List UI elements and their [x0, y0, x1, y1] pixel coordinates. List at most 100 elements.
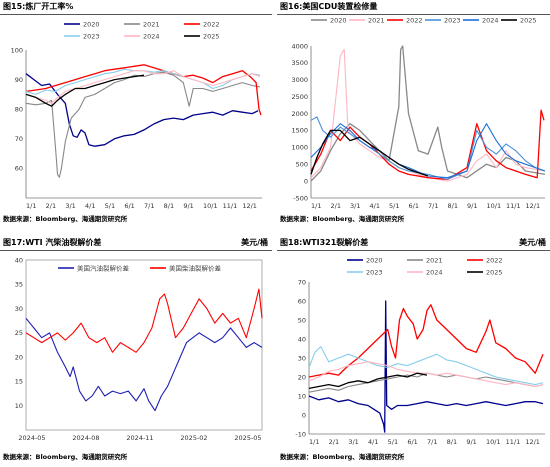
panel-header: 图18:WTI321裂解价差 美元/桶	[277, 236, 550, 251]
y-tick-label: 2000	[291, 110, 308, 118]
series-line-2025	[310, 129, 429, 177]
y-tick-label: 40	[298, 335, 306, 343]
x-tick-label: 6/1	[124, 202, 134, 210]
legend-label: 2023	[444, 16, 461, 24]
x-tick-label: 9/1	[466, 438, 476, 446]
x-tick-label: 12/1	[525, 438, 540, 446]
y-tick-label: 25	[15, 329, 23, 337]
plot-border	[25, 259, 263, 431]
chart-title: 图18:WTI321裂解价差	[280, 238, 369, 247]
series-line-2025	[308, 372, 428, 390]
y-tick-label: 60	[298, 297, 306, 305]
y-tick-label: 20	[298, 373, 306, 381]
y-tick-label: 80	[15, 106, 23, 114]
x-tick-label: 2024-05	[18, 434, 45, 442]
x-tick-label: 2024-11	[126, 434, 153, 442]
series-line-2020	[308, 300, 544, 433]
x-tick-label: 9/1	[467, 202, 477, 210]
legend-label: 美国汽油裂解价差	[77, 263, 130, 272]
legend-label: 2020	[366, 256, 383, 264]
x-tick-label: 11/1	[223, 202, 238, 210]
legend-label: 2020	[83, 20, 100, 28]
series-line-2024	[308, 361, 544, 388]
legend-label: 2021	[426, 256, 443, 264]
x-tick-label: 1/1	[309, 438, 319, 446]
y-tick-label: 2500	[291, 93, 308, 101]
y-tick-label: 70	[15, 135, 23, 143]
legend-label: 美国柴油裂解价差	[169, 263, 222, 272]
x-tick-label: 6/1	[407, 438, 417, 446]
series-line-2023	[308, 346, 544, 386]
series-line-美国汽油裂解价差	[25, 317, 263, 412]
panel-header: 图17:WTI 汽柴油裂解价差 美元/桶	[0, 236, 272, 251]
y-tick-label: 70	[298, 278, 306, 286]
y-tick-label: 100	[11, 46, 23, 54]
x-tick-label: 1/1	[311, 202, 321, 210]
x-tick-label: 3/1	[348, 438, 358, 446]
x-tick-label: 4/1	[85, 202, 95, 210]
chart-panel-wti-crack-spreads: 图17:WTI 汽柴油裂解价差 美元/桶 10 15 20 25 30 35 40 2024-…	[0, 236, 272, 467]
chart-svg: -10 0 10 20 30 40 50 60 70 1/1 2/1 3/1 4/1 5/1 6/1 7/1 8…	[295, 256, 545, 446]
y-tick-label: 1500	[291, 127, 308, 135]
x-tick-label: 2/1	[46, 202, 56, 210]
x-tick-label: 8/1	[447, 438, 457, 446]
y-tick-label: 40	[15, 256, 23, 264]
x-tick-label: 2/1	[331, 202, 341, 210]
legend-label: 2024	[143, 32, 160, 40]
y-tick-label: 35	[15, 281, 23, 289]
y-tick-label: 30	[15, 305, 23, 313]
chart-source: 数据来源：Bloomberg、海通期货研究所	[3, 453, 128, 461]
chart-svg: 10 15 20 25 30 35 40 2024-05 2024-08 2024-11 2025-…	[15, 256, 263, 442]
chart-source: 数据来源：Bloomberg、海通期货研究所	[280, 215, 405, 223]
legend-label: 2022	[406, 16, 423, 24]
x-tick-label: 4/1	[368, 438, 378, 446]
y-tick-label: 3500	[291, 59, 308, 67]
chart-title: 图17:WTI 汽柴油裂解价差	[3, 238, 102, 247]
series-line-2022	[25, 64, 262, 116]
y-tick-label: -10	[295, 430, 306, 438]
x-tick-label: 2025-02	[180, 434, 207, 442]
chart-panel-refinery-utilization: 图15:炼厂开工率% 60 70 80 90 100 1/1 2/1 3/1 4/1 5/1 6/1…	[0, 0, 272, 232]
series-line-2021	[310, 48, 546, 182]
chart-panel-cdu-outage: 图16:美国CDU装置检修量 -500 0 500 1000 1500 2000 2500 3…	[277, 0, 550, 232]
x-tick-label: 11/1	[506, 438, 521, 446]
chart-svg: -500 0 500 1000 1500 2000 2500 3000 3500 4000 1/1 2…	[291, 16, 546, 210]
y-tick-label: 500	[296, 161, 308, 169]
chart-source: 数据来源：Bloomberg、海通期货研究所	[280, 453, 405, 461]
x-tick-label: 11/1	[506, 202, 521, 210]
x-tick-label: 12/1	[242, 202, 257, 210]
legend-label: 2024	[426, 268, 443, 276]
y-tick-label: 0	[304, 177, 308, 185]
y-tick-label: 20	[15, 353, 23, 361]
series-line-2020	[310, 45, 546, 182]
panel-header: 图15:炼厂开工率%	[0, 0, 272, 15]
x-tick-label: 2/1	[329, 438, 339, 446]
y-tick-label: 1000	[291, 144, 308, 152]
chart-unit: 美元/桶	[519, 238, 546, 247]
x-tick-label: 10/1	[203, 202, 218, 210]
x-tick-label: 9/1	[183, 202, 193, 210]
series-line-2023	[310, 116, 546, 180]
x-tick-label: 3/1	[65, 202, 75, 210]
y-tick-label: 3000	[291, 76, 308, 84]
chart-title: 图16:美国CDU装置检修量	[280, 2, 378, 11]
y-tick-label: 4000	[291, 42, 308, 50]
legend-label: 2023	[366, 268, 383, 276]
y-tick-label: -500	[293, 194, 308, 202]
x-tick-label: 1/1	[26, 202, 36, 210]
y-tick-label: 30	[298, 354, 306, 362]
legend-label: 2022	[203, 20, 220, 28]
series-line-美国柴油裂解价差	[25, 288, 263, 353]
x-tick-label: 7/1	[144, 202, 154, 210]
x-tick-label: 10/1	[487, 202, 502, 210]
legend-label: 2021	[368, 16, 385, 24]
x-tick-label: 12/1	[526, 202, 541, 210]
series-line-2021	[308, 372, 544, 393]
panel-header: 图16:美国CDU装置检修量	[277, 0, 550, 15]
chart-source: 数据来源：Bloomberg、海通期货研究所	[3, 215, 128, 223]
chart-svg: 60 70 80 90 100 1/1 2/1 3/1 4/1 5/1 6/1 7/1 8/1 9/1 10…	[11, 20, 262, 210]
series-line-2025	[25, 74, 145, 107]
x-tick-label: 6/1	[409, 202, 419, 210]
x-tick-label: 2024-08	[72, 434, 99, 442]
legend-label: 2021	[143, 20, 160, 28]
